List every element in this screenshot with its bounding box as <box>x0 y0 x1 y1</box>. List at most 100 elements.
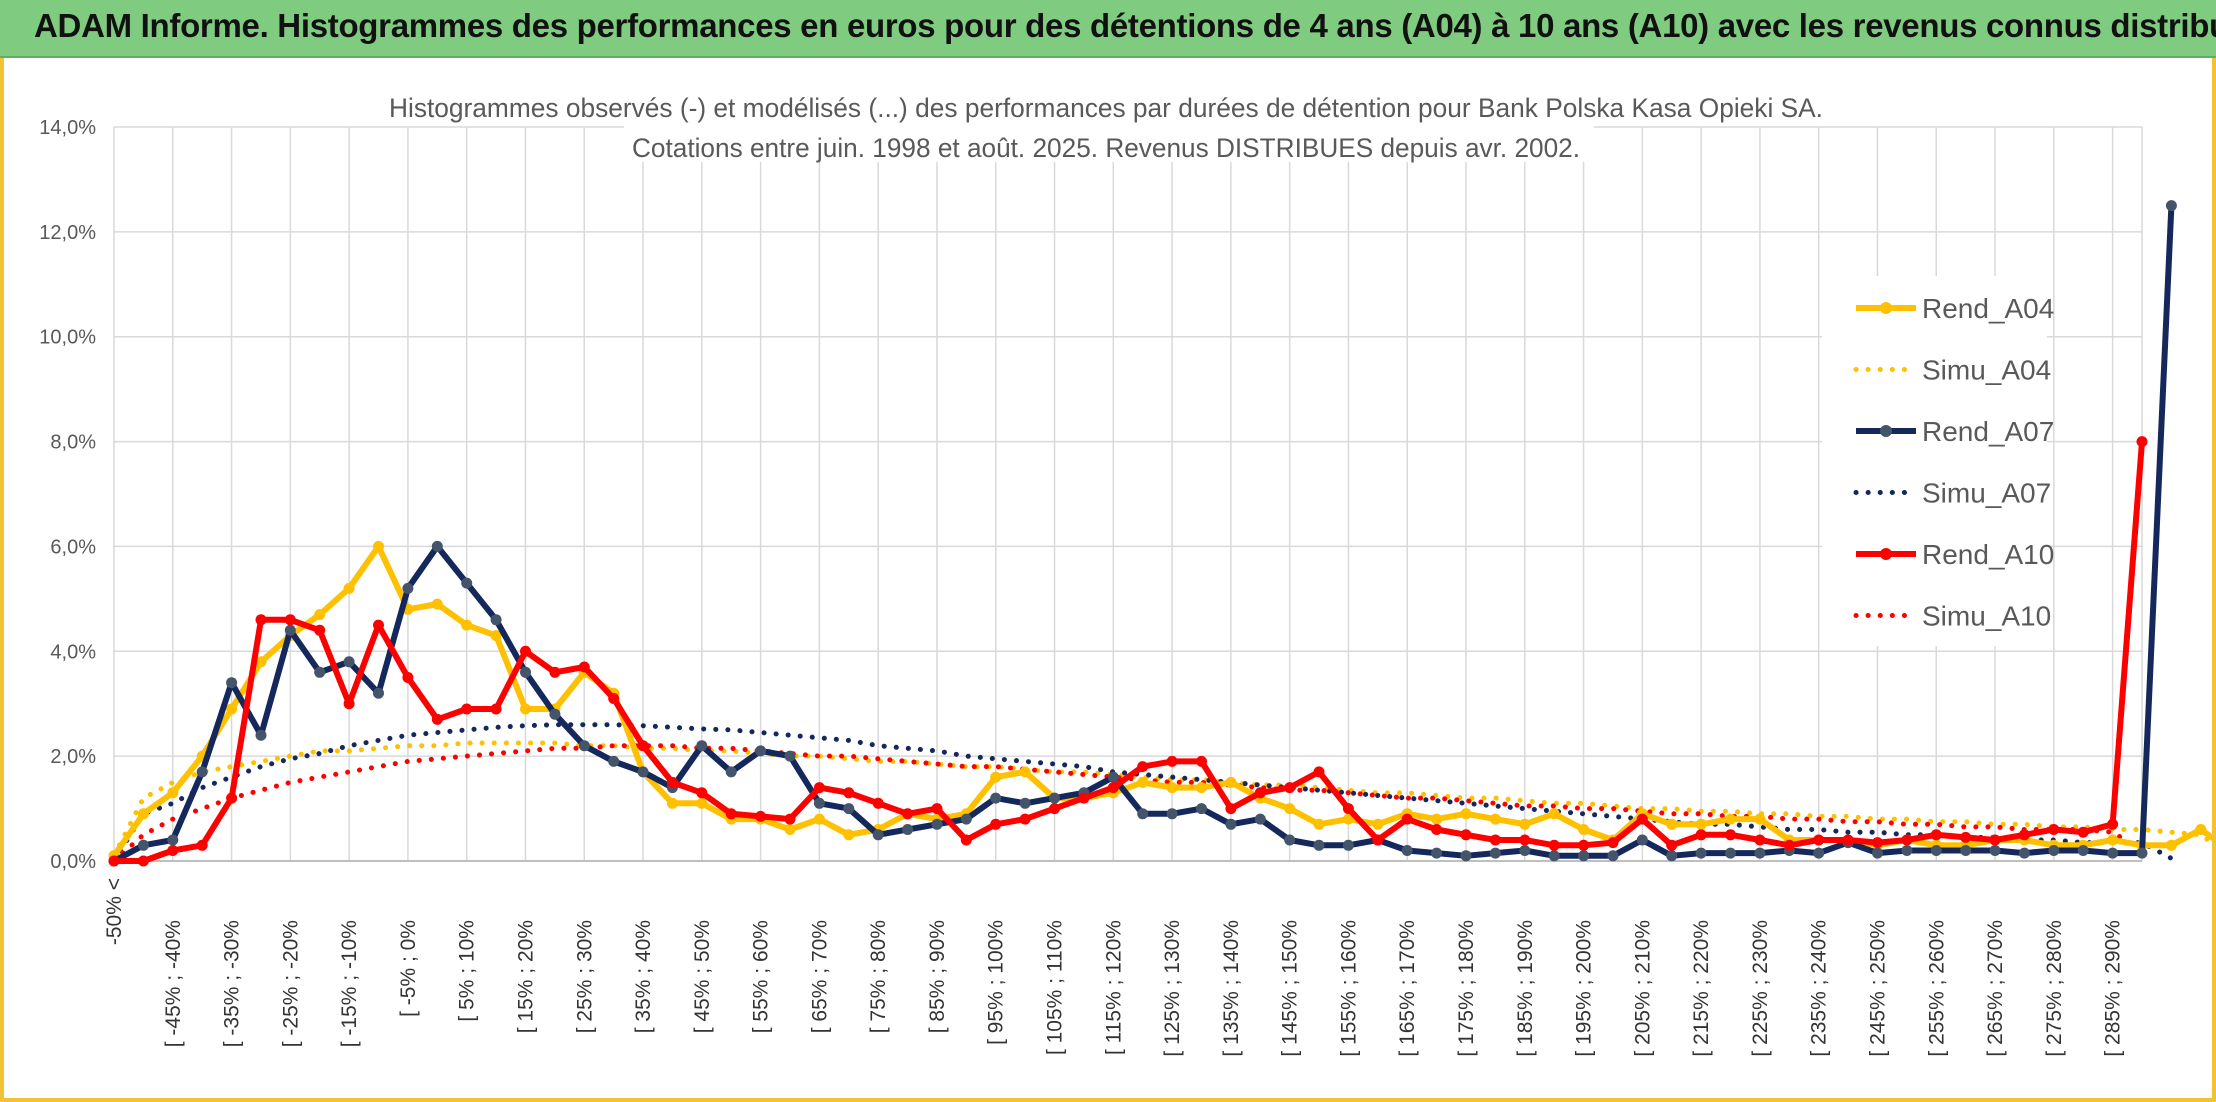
data-point <box>1342 839 1354 851</box>
data-point <box>1754 813 1766 825</box>
data-point <box>549 666 561 678</box>
data-point <box>902 808 914 820</box>
y-tick-label: 4,0% <box>50 641 96 663</box>
series-rend-a07 <box>108 200 2177 867</box>
x-tick-label: [ 235% ; 240% <box>1808 920 1831 1057</box>
data-point <box>1284 803 1296 815</box>
data-point <box>1930 829 1942 841</box>
data-point <box>1901 845 1913 856</box>
x-tick-label: [ 225% ; 230% <box>1749 920 1772 1057</box>
data-point <box>2107 834 2119 846</box>
x-tick-label: [ 35% ; 40% <box>632 920 655 1033</box>
title-backdrop-1 <box>382 84 1832 122</box>
data-point <box>1548 850 1560 862</box>
data-point <box>2018 829 2030 841</box>
grid-layer <box>113 126 2143 862</box>
series-rend-a10 <box>108 436 2148 867</box>
data-point <box>2077 826 2089 838</box>
data-point <box>226 677 238 689</box>
data-point <box>226 792 238 804</box>
data-point <box>1989 845 2001 856</box>
data-point <box>1460 829 1472 841</box>
data-point <box>1225 818 1237 830</box>
data-point <box>284 624 296 636</box>
data-point <box>813 797 825 809</box>
x-tick-label: [ -5% ; 0% <box>397 920 420 1017</box>
data-point <box>1607 850 1619 862</box>
data-point <box>1313 818 1325 830</box>
data-point <box>608 693 620 704</box>
data-point <box>196 766 208 778</box>
data-point <box>490 614 502 626</box>
data-point <box>1901 834 1913 846</box>
legend-label: Simu_A10 <box>1922 601 2051 632</box>
chart-title: Histogrammes observés (-) et modélisés (… <box>382 84 1832 163</box>
data-point <box>373 619 384 631</box>
x-tick-label: [ 25% ; 30% <box>573 920 596 1033</box>
legend-label: Simu_A07 <box>1922 478 2051 509</box>
data-point <box>696 787 708 799</box>
data-point <box>1930 845 1942 856</box>
data-point <box>813 782 825 794</box>
data-point <box>1519 818 1531 830</box>
data-point <box>1019 813 1031 825</box>
data-point <box>1725 813 1736 825</box>
data-point <box>1725 829 1736 841</box>
x-tick-label: [ 85% ; 90% <box>926 920 949 1033</box>
data-point <box>431 713 443 725</box>
x-tick-label: [ 135% ; 140% <box>1220 920 1243 1057</box>
data-point <box>1431 813 1443 825</box>
data-point <box>755 745 767 757</box>
data-point <box>784 824 796 835</box>
data-point <box>931 818 943 830</box>
data-point <box>137 839 149 851</box>
data-point <box>1166 808 1178 820</box>
data-point <box>1489 834 1501 846</box>
data-point <box>1313 839 1325 851</box>
x-tick-label: [ 95% ; 100% <box>985 920 1008 1045</box>
data-point <box>2165 200 2177 212</box>
data-point <box>1284 834 1296 846</box>
data-point <box>1196 782 1207 794</box>
data-point <box>520 703 531 715</box>
legend: Rend_A04 Simu_A04 Rend_A07 Simu_A07 Rend_A10… <box>1822 276 2054 646</box>
histogram-chart: Histogrammes observés (-) et modélisés (… <box>39 84 2212 1057</box>
x-tick-label: [ 75% ; 80% <box>867 920 890 1033</box>
x-tick-label: [ -45% ; -40% <box>162 920 185 1047</box>
report-banner: ADAM Informe. Histogrammes des performan… <box>0 0 2216 58</box>
data-point <box>843 803 855 815</box>
data-point <box>1137 808 1149 820</box>
data-point <box>696 797 708 809</box>
data-point <box>1225 803 1237 815</box>
data-point <box>520 645 531 657</box>
x-axis-ticks: -50% < [ -45% ; -40% [ -35% ; -30% [ -25% ;… <box>103 878 2125 1057</box>
x-tick-label: [ 65% ; 70% <box>808 920 831 1033</box>
data-point <box>990 792 1002 804</box>
data-point <box>2048 845 2060 856</box>
data-point <box>490 703 502 715</box>
report-title: ADAM Informe. Histogrammes des performan… <box>34 7 2216 44</box>
series-simu-a04 <box>111 740 2212 859</box>
data-point <box>578 740 590 752</box>
data-point <box>2195 824 2207 835</box>
data-point <box>1578 839 1590 851</box>
data-point <box>1372 818 1384 830</box>
data-point <box>343 582 355 594</box>
y-tick-label: 0,0% <box>50 851 96 873</box>
data-point <box>696 740 708 752</box>
data-point <box>343 656 355 668</box>
data-point <box>1489 813 1501 825</box>
data-point <box>666 776 678 788</box>
data-point <box>1872 847 1883 859</box>
legend-label: Rend_A10 <box>1922 539 2054 570</box>
data-point <box>931 803 943 815</box>
data-point <box>725 766 737 778</box>
data-point <box>196 839 208 851</box>
data-point <box>960 834 972 846</box>
data-point <box>137 808 149 820</box>
data-point <box>1254 787 1266 799</box>
y-tick-label: 14,0% <box>39 117 96 139</box>
legend-item-rend-a10: Rend_A10 <box>1856 539 2054 570</box>
data-point <box>255 729 267 741</box>
x-tick-label: [ 155% ; 160% <box>1337 920 1360 1057</box>
